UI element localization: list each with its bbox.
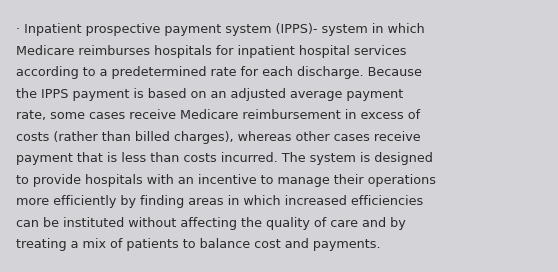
Text: costs (rather than billed charges), whereas other cases receive: costs (rather than billed charges), wher…	[16, 131, 420, 144]
Text: Medicare reimburses hospitals for inpatient hospital services: Medicare reimburses hospitals for inpati…	[16, 45, 406, 58]
Text: can be instituted without affecting the quality of care and by: can be instituted without affecting the …	[16, 217, 405, 230]
Text: payment that is less than costs incurred. The system is designed: payment that is less than costs incurred…	[16, 152, 432, 165]
Text: to provide hospitals with an incentive to manage their operations: to provide hospitals with an incentive t…	[16, 174, 436, 187]
Text: according to a predetermined rate for each discharge. Because: according to a predetermined rate for ea…	[16, 66, 421, 79]
Text: · Inpatient prospective payment system (IPPS)- system in which: · Inpatient prospective payment system (…	[16, 23, 425, 36]
Text: more efficiently by finding areas in which increased efficiencies: more efficiently by finding areas in whi…	[16, 195, 423, 208]
Text: rate, some cases receive Medicare reimbursement in excess of: rate, some cases receive Medicare reimbu…	[16, 109, 420, 122]
Text: treating a mix of patients to balance cost and payments.: treating a mix of patients to balance co…	[16, 238, 380, 251]
Text: the IPPS payment is based on an adjusted average payment: the IPPS payment is based on an adjusted…	[16, 88, 403, 101]
